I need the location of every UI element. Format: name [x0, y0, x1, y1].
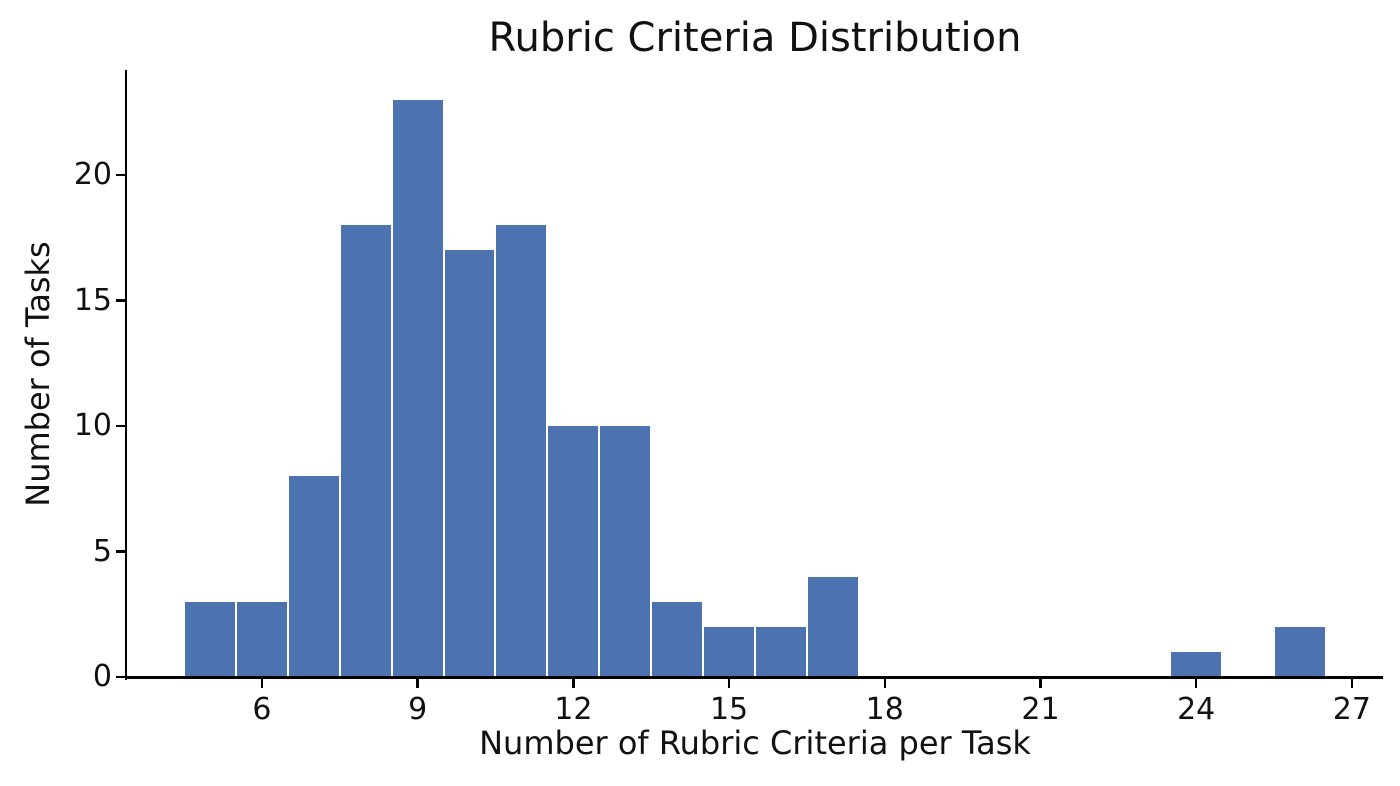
x-tick-label: 9 [408, 691, 428, 727]
y-tick [115, 173, 125, 177]
x-tick-label: 12 [554, 691, 593, 727]
histogram-bar [755, 626, 807, 677]
histogram-bar [184, 601, 236, 677]
x-tick-label: 24 [1177, 691, 1216, 727]
x-tick [1039, 678, 1042, 688]
x-axis-spine [124, 676, 1383, 679]
x-tick [1194, 678, 1198, 688]
histogram-bar [443, 250, 496, 677]
histogram-bar [651, 601, 704, 677]
x-tick-label: 15 [709, 691, 749, 727]
histogram-bar [339, 225, 392, 677]
y-tick-label: 5 [92, 533, 112, 569]
y-tick [115, 424, 125, 428]
histogram-bar [806, 576, 859, 677]
x-tick [416, 678, 419, 688]
x-tick [727, 678, 731, 688]
histogram-bar [391, 99, 444, 677]
x-tick [883, 678, 886, 688]
histogram-bar [287, 476, 340, 677]
histogram-bar [547, 426, 600, 677]
x-tick-label: 18 [865, 691, 904, 727]
y-tick-label: 10 [73, 408, 112, 444]
x-tick-label: 27 [1332, 691, 1371, 727]
histogram-bar [1170, 651, 1223, 677]
histogram-bar [235, 601, 288, 677]
y-axis-spine [124, 70, 127, 680]
histogram-bar [703, 626, 755, 677]
histogram-bar [1274, 626, 1326, 677]
y-tick [115, 675, 125, 679]
x-tick [260, 678, 264, 688]
x-tick [572, 678, 575, 688]
histogram-bar [495, 225, 548, 677]
x-axis-label: Number of Rubric Criteria per Task [479, 724, 1031, 762]
x-tick [1350, 678, 1354, 688]
x-tick-label: 6 [252, 691, 272, 727]
chart-title: Rubric Criteria Distribution [488, 15, 1022, 61]
y-tick [115, 550, 125, 553]
histogram-bar [599, 426, 652, 677]
y-tick-label: 0 [92, 659, 112, 694]
x-tick-label: 21 [1021, 691, 1060, 727]
y-tick-label: 15 [73, 282, 112, 318]
y-tick [115, 299, 125, 302]
y-tick-label: 20 [73, 157, 112, 193]
